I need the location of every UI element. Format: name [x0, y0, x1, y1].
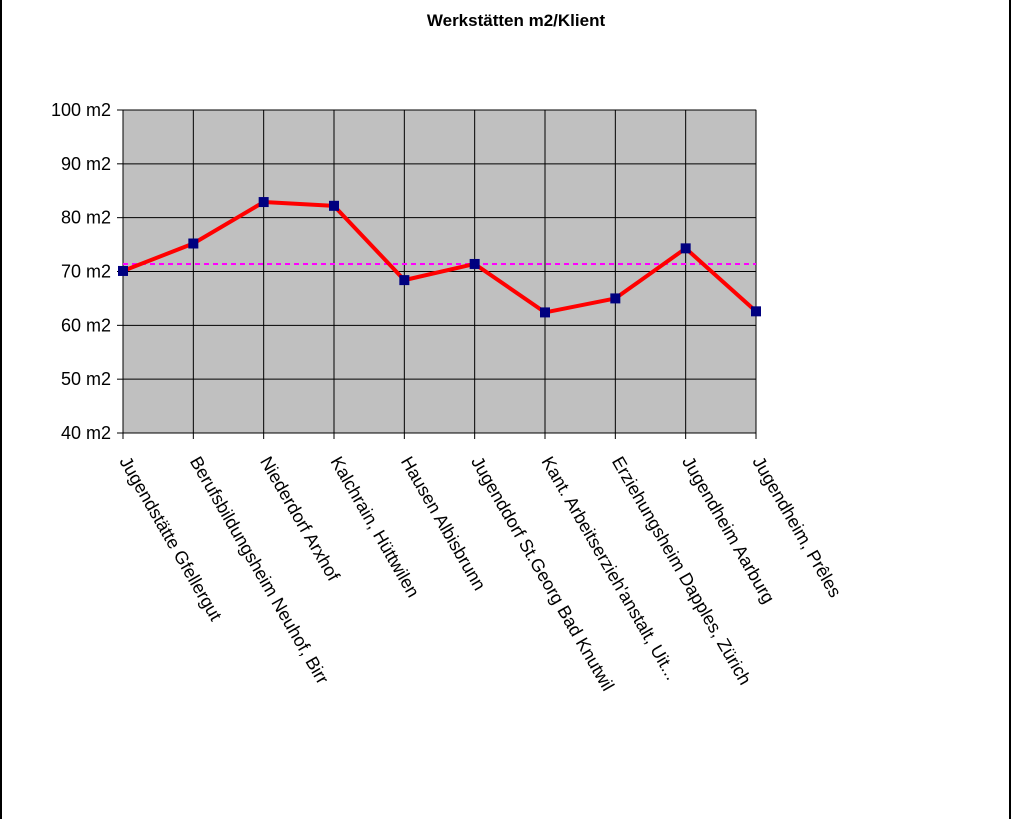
- data-point: [680, 243, 691, 254]
- data-point: [188, 238, 199, 249]
- y-tick-label: 70 m2: [61, 262, 111, 282]
- y-tick-label: 80 m2: [61, 208, 111, 228]
- data-point: [751, 306, 761, 317]
- data-point: [329, 200, 339, 211]
- x-tick-label: Niederdorf Arxhof: [256, 453, 344, 585]
- data-point: [540, 307, 550, 318]
- data-point: [610, 293, 621, 304]
- y-tick-label: 60 m2: [61, 315, 111, 335]
- data-point: [469, 258, 480, 269]
- x-tick-label: Erziehungsheim Dapples, Zürich: [608, 453, 755, 688]
- y-tick-label: 40 m2: [61, 423, 111, 443]
- chart-title: Werkstätten m2/Klient: [427, 11, 606, 30]
- data-point: [258, 197, 269, 208]
- y-tick-label: 90 m2: [61, 154, 111, 174]
- series-line: [122, 200, 758, 315]
- data-point: [118, 265, 128, 276]
- x-tick-label: Kant. Arbeitserzieh'anstalt, Uit...: [538, 453, 683, 683]
- y-tick-label: 100 m2: [51, 100, 111, 120]
- data-point: [399, 275, 410, 286]
- x-tick-label: Jugenddorf St.Georg Bad Knutwil: [467, 453, 618, 694]
- y-tick-label: 50 m2: [61, 369, 111, 389]
- plot-area: 40 m2 50 m2 60 m2 70 m2 80 m2 90 m2 100 m2 Juge…: [51, 100, 845, 694]
- x-tick-label: Berufsbildungsheim Neuhof, Birr: [186, 453, 333, 687]
